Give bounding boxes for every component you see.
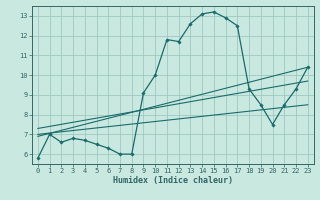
X-axis label: Humidex (Indice chaleur): Humidex (Indice chaleur)	[113, 176, 233, 185]
